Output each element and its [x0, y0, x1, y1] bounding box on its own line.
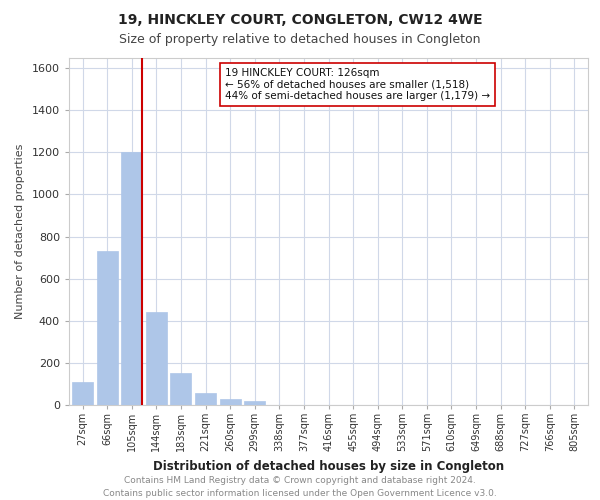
- Y-axis label: Number of detached properties: Number of detached properties: [15, 144, 25, 319]
- Bar: [244, 401, 265, 405]
- Bar: [170, 374, 191, 405]
- Text: Contains HM Land Registry data © Crown copyright and database right 2024.
Contai: Contains HM Land Registry data © Crown c…: [103, 476, 497, 498]
- Bar: [121, 152, 142, 405]
- Text: 19, HINCKLEY COURT, CONGLETON, CW12 4WE: 19, HINCKLEY COURT, CONGLETON, CW12 4WE: [118, 12, 482, 26]
- Bar: [72, 382, 93, 405]
- X-axis label: Distribution of detached houses by size in Congleton: Distribution of detached houses by size …: [153, 460, 504, 473]
- Text: 19 HINCKLEY COURT: 126sqm
← 56% of detached houses are smaller (1,518)
44% of se: 19 HINCKLEY COURT: 126sqm ← 56% of detac…: [224, 68, 490, 101]
- Bar: [97, 252, 118, 405]
- Text: Size of property relative to detached houses in Congleton: Size of property relative to detached ho…: [119, 32, 481, 46]
- Bar: [146, 312, 167, 405]
- Bar: [220, 398, 241, 405]
- Bar: [195, 394, 216, 405]
